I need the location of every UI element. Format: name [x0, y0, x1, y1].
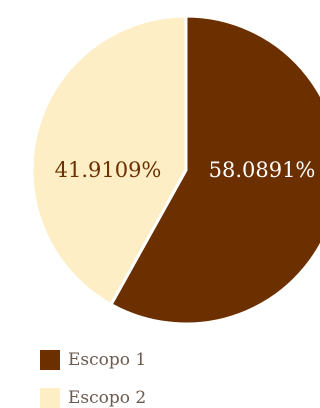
pie-slice-2[interactable]: [30, 14, 188, 307]
legend: Escopo 1 Escopo 2: [40, 350, 146, 408]
slice-label-2: 41.9109%: [55, 158, 162, 182]
pie-slice-1[interactable]: [109, 14, 320, 326]
legend-label-escopo-1: Escopo 1: [68, 350, 147, 370]
slice-label-1: 58.0891%: [209, 158, 316, 182]
legend-item-escopo-1[interactable]: Escopo 1: [40, 350, 146, 370]
legend-swatch-escopo-1: [40, 350, 60, 370]
legend-item-escopo-2[interactable]: Escopo 2: [40, 388, 146, 408]
legend-swatch-escopo-2: [40, 388, 60, 408]
legend-label-escopo-2: Escopo 2: [68, 388, 147, 408]
